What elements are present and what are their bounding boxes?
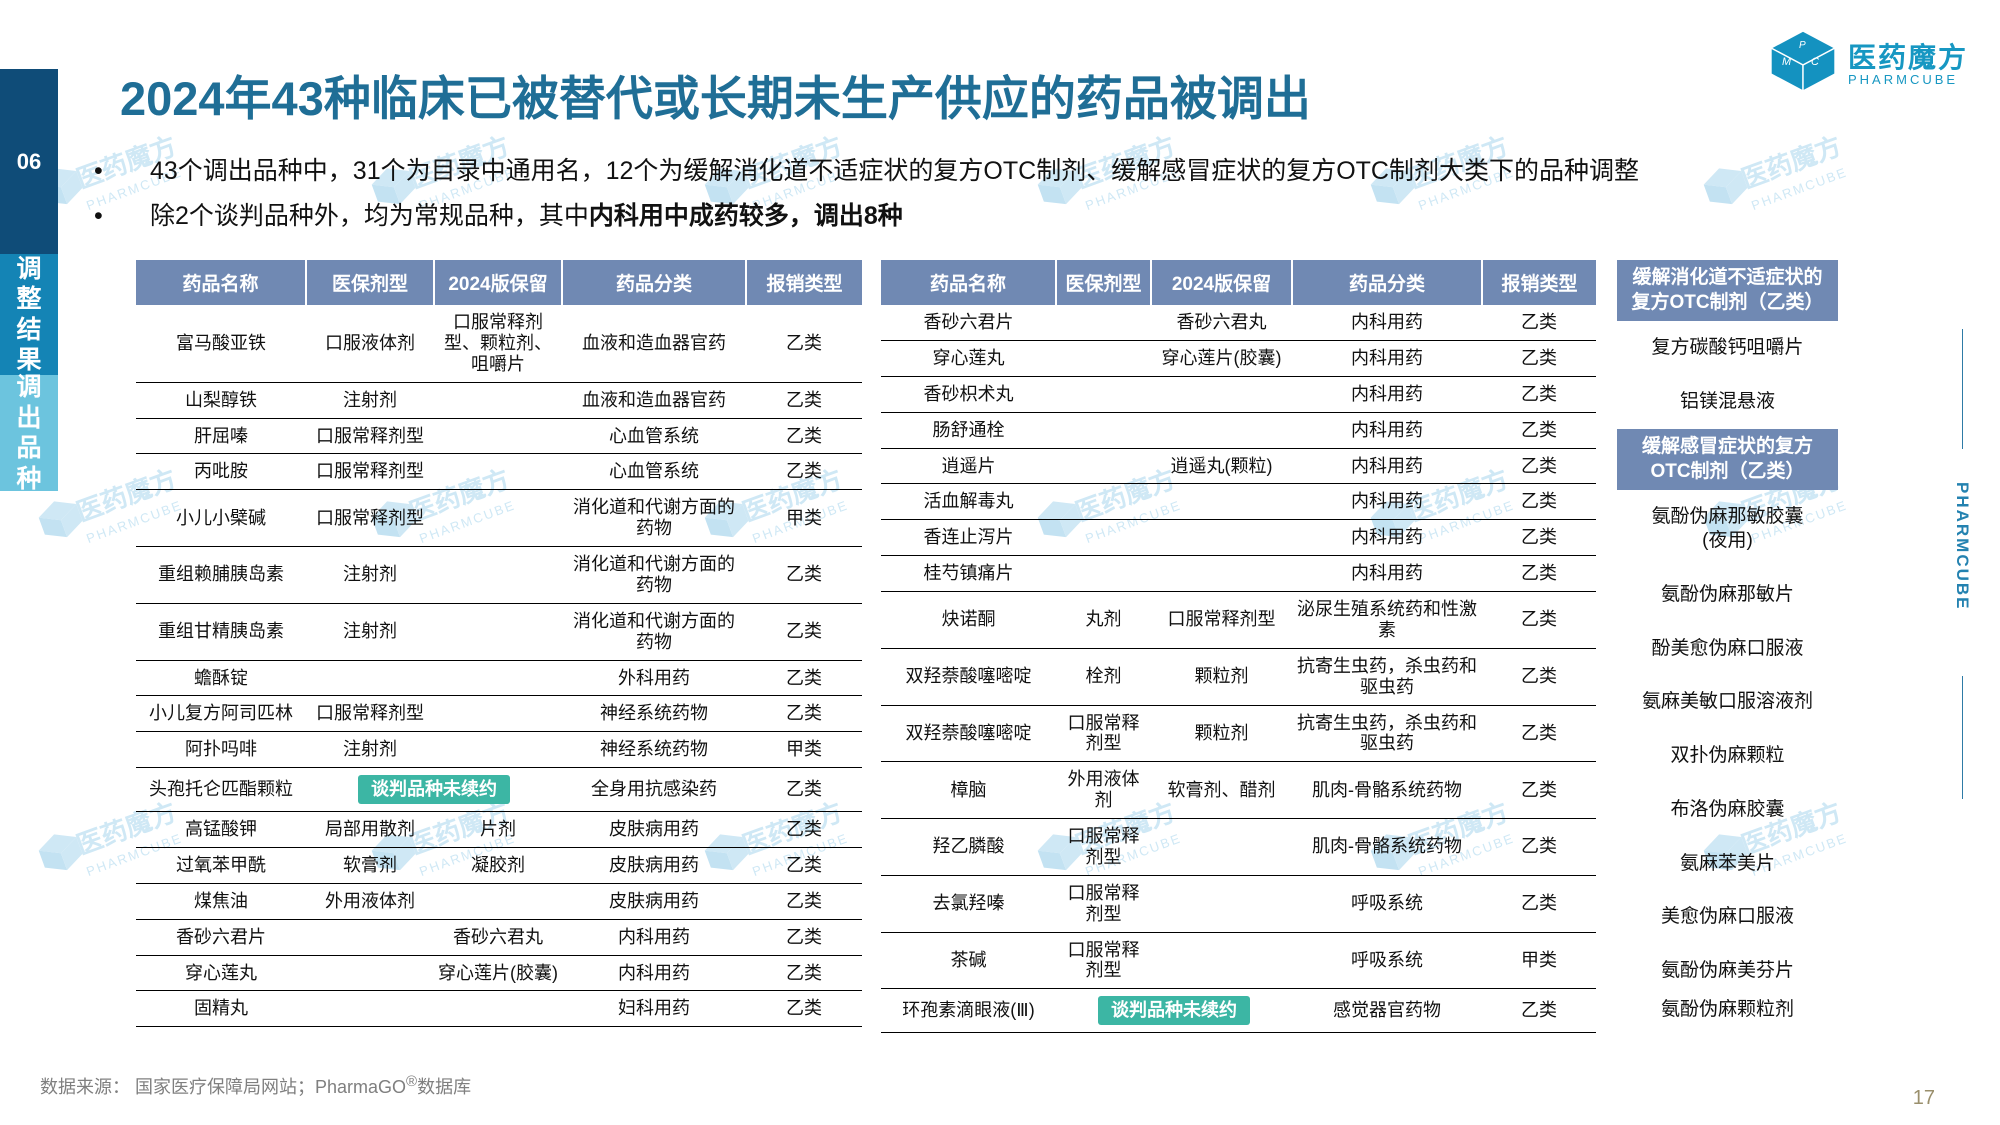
svg-text:P: P: [1799, 40, 1806, 51]
svg-text:M: M: [1782, 56, 1792, 68]
svg-text:C: C: [1811, 56, 1819, 68]
